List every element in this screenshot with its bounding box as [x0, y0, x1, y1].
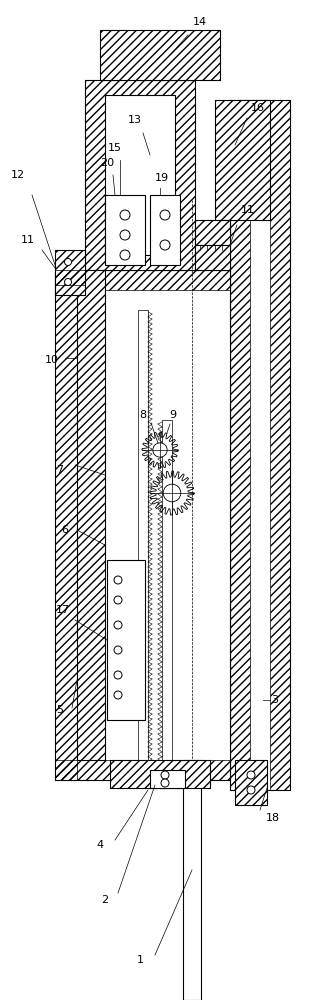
Bar: [107, 560, 145, 720]
Bar: [77, 270, 105, 760]
Bar: [215, 100, 270, 220]
Circle shape: [114, 646, 122, 654]
Circle shape: [114, 596, 122, 604]
Circle shape: [160, 240, 170, 250]
Text: 8: 8: [139, 410, 146, 420]
Text: 5: 5: [57, 705, 64, 715]
Circle shape: [120, 230, 130, 240]
Bar: [110, 760, 210, 788]
Text: 3: 3: [271, 695, 279, 705]
Bar: [230, 100, 290, 790]
Text: 13: 13: [128, 115, 142, 125]
Bar: [55, 760, 230, 780]
Bar: [55, 270, 230, 290]
Bar: [100, 30, 220, 80]
Bar: [195, 220, 230, 245]
Circle shape: [114, 576, 122, 584]
Bar: [235, 760, 267, 805]
Text: 20: 20: [100, 158, 114, 168]
Bar: [195, 220, 230, 245]
Circle shape: [114, 621, 122, 629]
Text: 7: 7: [56, 465, 64, 475]
Circle shape: [247, 771, 255, 779]
Circle shape: [247, 786, 255, 794]
Bar: [230, 100, 250, 790]
Bar: [195, 245, 230, 270]
Bar: [77, 270, 105, 760]
Circle shape: [120, 210, 130, 220]
Bar: [55, 270, 77, 780]
Bar: [195, 245, 230, 270]
Circle shape: [163, 484, 181, 502]
Circle shape: [114, 691, 122, 699]
Circle shape: [120, 250, 130, 260]
Circle shape: [64, 278, 71, 286]
Text: 19: 19: [155, 173, 169, 183]
Text: 1: 1: [136, 955, 143, 965]
Circle shape: [161, 771, 169, 779]
Text: 16: 16: [251, 103, 265, 113]
Text: 14: 14: [193, 17, 207, 27]
Bar: [138, 310, 148, 760]
Bar: [235, 760, 267, 805]
Circle shape: [64, 258, 71, 265]
Bar: [105, 95, 175, 255]
Bar: [150, 770, 185, 788]
Text: 11: 11: [241, 205, 255, 215]
Bar: [162, 420, 172, 760]
Bar: [55, 250, 85, 295]
Text: 17: 17: [56, 605, 70, 615]
Bar: [270, 100, 290, 790]
Bar: [105, 195, 145, 265]
Circle shape: [114, 671, 122, 679]
Bar: [183, 760, 201, 1000]
Bar: [85, 80, 195, 270]
Bar: [110, 760, 210, 788]
Bar: [150, 195, 180, 265]
Bar: [215, 100, 270, 220]
Bar: [85, 80, 195, 270]
Text: 2: 2: [101, 895, 109, 905]
Text: 12: 12: [11, 170, 25, 180]
Text: 9: 9: [169, 410, 177, 420]
Text: 15: 15: [108, 143, 122, 153]
Text: 4: 4: [96, 840, 104, 850]
Circle shape: [153, 443, 167, 457]
Text: 11: 11: [21, 235, 35, 245]
Bar: [55, 250, 85, 295]
Text: 6: 6: [61, 525, 69, 535]
Text: 18: 18: [266, 813, 280, 823]
Bar: [55, 270, 230, 780]
Text: 10: 10: [45, 355, 59, 365]
Circle shape: [160, 210, 170, 220]
Circle shape: [161, 779, 169, 787]
Bar: [100, 30, 220, 80]
Bar: [55, 270, 85, 285]
